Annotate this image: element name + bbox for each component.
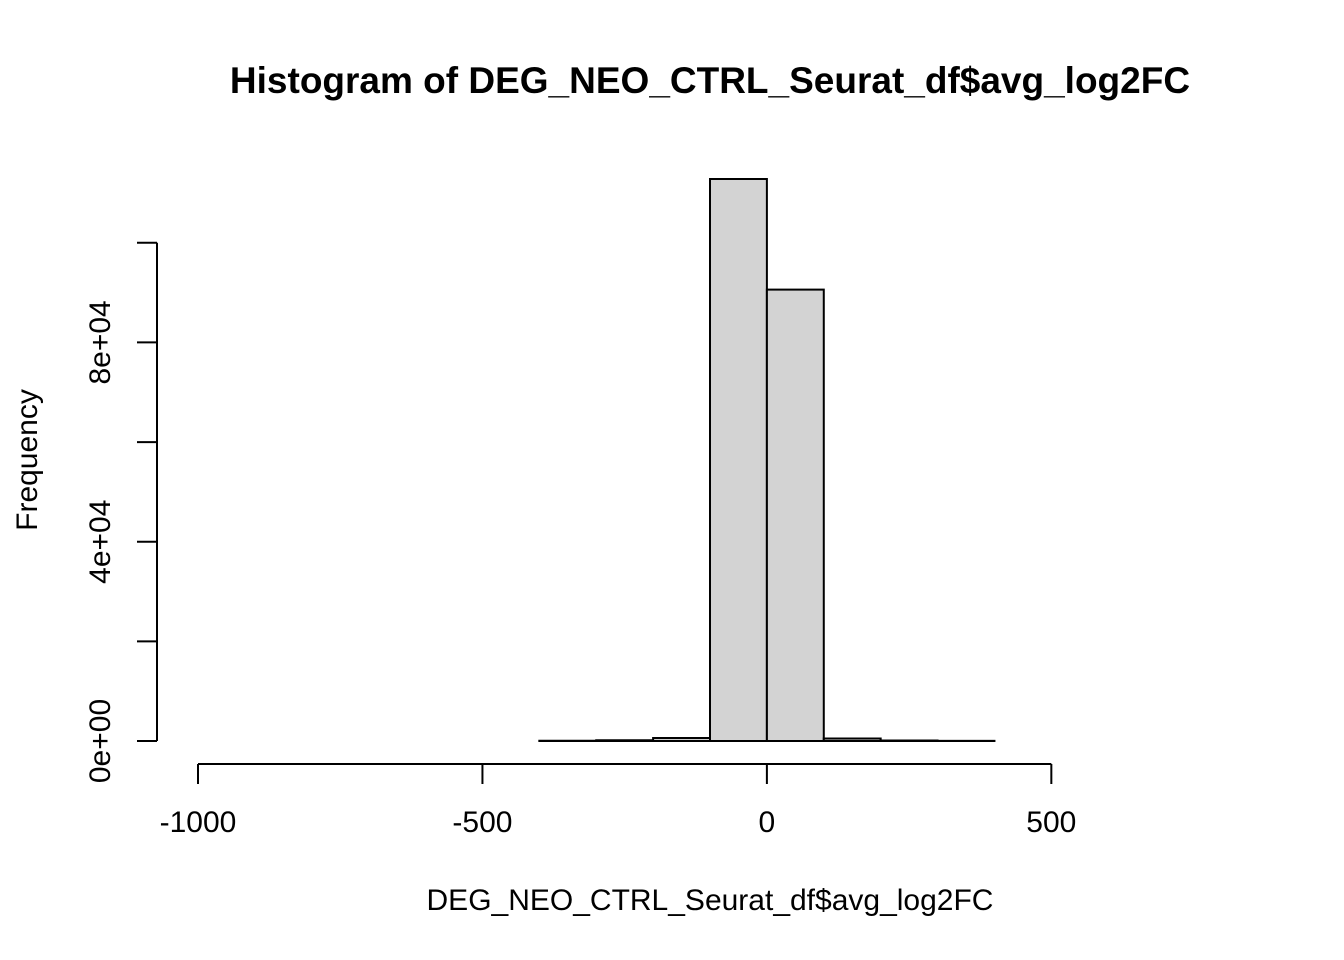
x-tick-label: 0: [759, 806, 776, 839]
y-tick-label: 8e+04: [84, 300, 117, 384]
x-tick-label: 500: [1026, 806, 1076, 839]
y-axis: 0e+00 4e+04 8e+04: [84, 241, 158, 783]
histogram-bar: [709, 178, 768, 742]
histogram-bar: [652, 737, 711, 742]
histogram-bar: [822, 737, 882, 742]
x-tick-label: -500: [452, 806, 512, 839]
histogram-bar: [595, 739, 655, 743]
histogram-bar: [765, 288, 825, 742]
histogram-bars: [538, 178, 996, 743]
y-axis-label: Frequency: [11, 389, 44, 531]
x-tick-label: -1000: [160, 806, 237, 839]
y-tick-label: 0e+00: [84, 699, 117, 783]
chart-title: Histogram of DEG_NEO_CTRL_Seurat_df$avg_…: [230, 60, 1190, 101]
x-axis-label: DEG_NEO_CTRL_Seurat_df$avg_log2FC: [427, 884, 994, 917]
y-tick-label: 4e+04: [84, 500, 117, 584]
x-axis: -1000 -500 0 500: [160, 763, 1076, 839]
